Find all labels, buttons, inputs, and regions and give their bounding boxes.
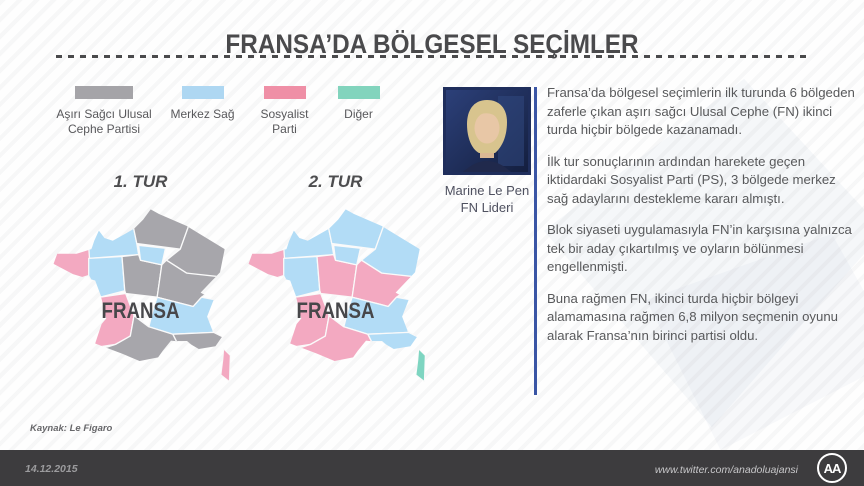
source-note: Kaynak: Le Figaro bbox=[30, 423, 113, 434]
legend-item-center-right: Merkez Sağ bbox=[150, 86, 255, 122]
legend-label-line: Cephe Partisi bbox=[67, 122, 141, 136]
legend-item-other: Diğer bbox=[306, 86, 411, 122]
map-round-2: FRANSA bbox=[243, 196, 428, 428]
vertical-accent-line bbox=[534, 87, 537, 395]
marine-le-pen-photo bbox=[443, 87, 531, 175]
legend-label-other: Diğer bbox=[306, 107, 411, 122]
legend-swatch-socialist bbox=[263, 86, 306, 99]
legend-label-line: Sosyalist bbox=[260, 107, 309, 121]
legend-swatch-other bbox=[337, 86, 380, 99]
twitter-handle-link[interactable]: www.twitter.com/anadoluajansi bbox=[654, 464, 798, 476]
legend-label-fn: Aşırı Sağcı Ulusal Cephe Partisi bbox=[39, 107, 169, 137]
region-normandie bbox=[277, 216, 335, 259]
map-title-round-1: 1. TUR bbox=[113, 172, 168, 191]
country-label: FRANSA bbox=[101, 298, 180, 323]
photo-caption: Marine Le Pen FN Lideri bbox=[430, 182, 544, 216]
legend-label-line: Diğer bbox=[344, 107, 373, 121]
article-paragraph: Fransa’da bölgesel seçimlerin ilk turund… bbox=[547, 85, 855, 137]
footer-date: 14.12.2015 bbox=[25, 463, 78, 475]
footer-bar: 14.12.2015 www.twitter.com/anadoluajansi… bbox=[0, 450, 864, 486]
photo-caption-name: Marine Le Pen bbox=[444, 183, 530, 198]
article-paragraph: Buna rağmen FN, ikinci turda hiçbir bölg… bbox=[547, 290, 839, 343]
region-bretagne bbox=[248, 241, 287, 283]
region-corse bbox=[415, 347, 426, 383]
france-map bbox=[53, 209, 231, 383]
map-title-round-2: 2. TUR bbox=[308, 172, 363, 191]
article-paragraph: Blok siyaseti uygulamasıyla FN’in karşıs… bbox=[547, 222, 852, 274]
aa-logo: AA bbox=[817, 453, 847, 483]
country-label: FRANSA bbox=[296, 298, 375, 323]
dashed-divider bbox=[56, 55, 808, 58]
france-map bbox=[248, 209, 426, 383]
legend-swatch-center-right bbox=[181, 86, 224, 99]
legend-label-line: Merkez Sağ bbox=[170, 107, 235, 121]
legend-item-fn: Aşırı Sağcı Ulusal Cephe Partisi bbox=[39, 86, 169, 137]
region-normandie bbox=[82, 216, 140, 259]
legend-label-center-right: Merkez Sağ bbox=[150, 107, 255, 122]
region-pays-de-la-loire bbox=[283, 255, 321, 298]
map-round-1: FRANSA bbox=[48, 196, 233, 428]
portrait-placeholder bbox=[446, 90, 528, 172]
photo-caption-role: FN Lideri bbox=[460, 200, 514, 215]
region-corse bbox=[220, 347, 231, 383]
region-ile-de-france bbox=[333, 244, 362, 266]
legend-label-line: Parti bbox=[272, 122, 297, 136]
legend-label-socialist: Sosyalist Parti bbox=[232, 107, 337, 137]
region-pays-de-la-loire bbox=[88, 255, 126, 298]
article-paragraph: İlk tur sonuçlarının ardından harekete g… bbox=[547, 153, 836, 206]
region-paca bbox=[172, 331, 225, 352]
page-title: FRANSA’DA BÖLGESEL SEÇİMLER bbox=[225, 29, 639, 60]
region-bretagne bbox=[53, 241, 92, 283]
region-paca bbox=[367, 331, 420, 352]
legend-swatch-fn bbox=[75, 86, 133, 99]
legend-label-line: Aşırı Sağcı Ulusal bbox=[56, 107, 152, 121]
region-ile-de-france bbox=[138, 244, 167, 266]
article-text: Fransa’da bölgesel seçimlerin ilk turund… bbox=[547, 84, 857, 358]
legend-item-socialist: Sosyalist Parti bbox=[232, 86, 337, 137]
